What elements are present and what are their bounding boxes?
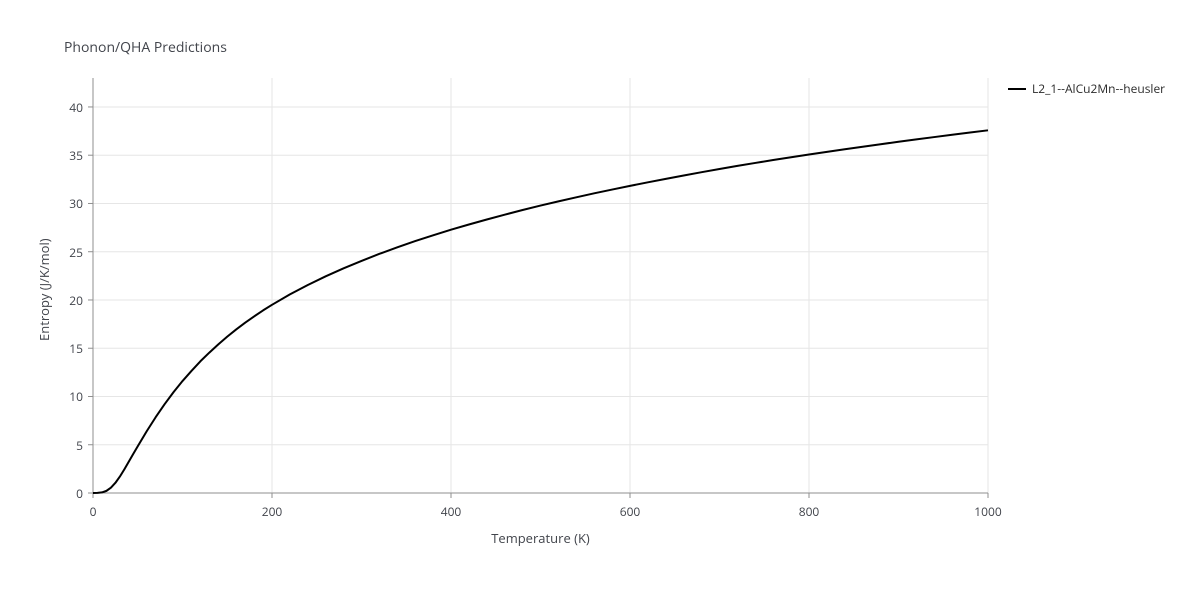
series-line bbox=[93, 130, 988, 493]
y-tick-label: 30 bbox=[43, 195, 83, 212]
y-tick-label: 15 bbox=[43, 340, 83, 357]
x-tick-label: 0 bbox=[63, 503, 123, 520]
x-tick-label: 1000 bbox=[958, 503, 1018, 520]
y-tick-label: 40 bbox=[43, 99, 83, 116]
y-tick-label: 35 bbox=[43, 147, 83, 164]
chart-title: Phonon/QHA Predictions bbox=[64, 38, 227, 57]
chart-container: { "chart": { "type": "line", "title": "P… bbox=[0, 0, 1200, 600]
x-tick-label: 600 bbox=[600, 503, 660, 520]
x-axis-label: Temperature (K) bbox=[441, 529, 641, 547]
x-tick-label: 800 bbox=[779, 503, 839, 520]
legend-swatch bbox=[1008, 88, 1026, 90]
y-tick-label: 5 bbox=[43, 437, 83, 454]
y-tick-label: 10 bbox=[43, 388, 83, 405]
y-tick-label: 20 bbox=[43, 292, 83, 309]
y-tick-label: 0 bbox=[43, 485, 83, 502]
y-tick-label: 25 bbox=[43, 244, 83, 261]
plot-area bbox=[87, 77, 989, 499]
legend: L2_1--AlCu2Mn--heusler bbox=[1008, 80, 1165, 97]
x-tick-label: 400 bbox=[421, 503, 481, 520]
legend-label: L2_1--AlCu2Mn--heusler bbox=[1032, 80, 1165, 97]
x-tick-label: 200 bbox=[242, 503, 302, 520]
